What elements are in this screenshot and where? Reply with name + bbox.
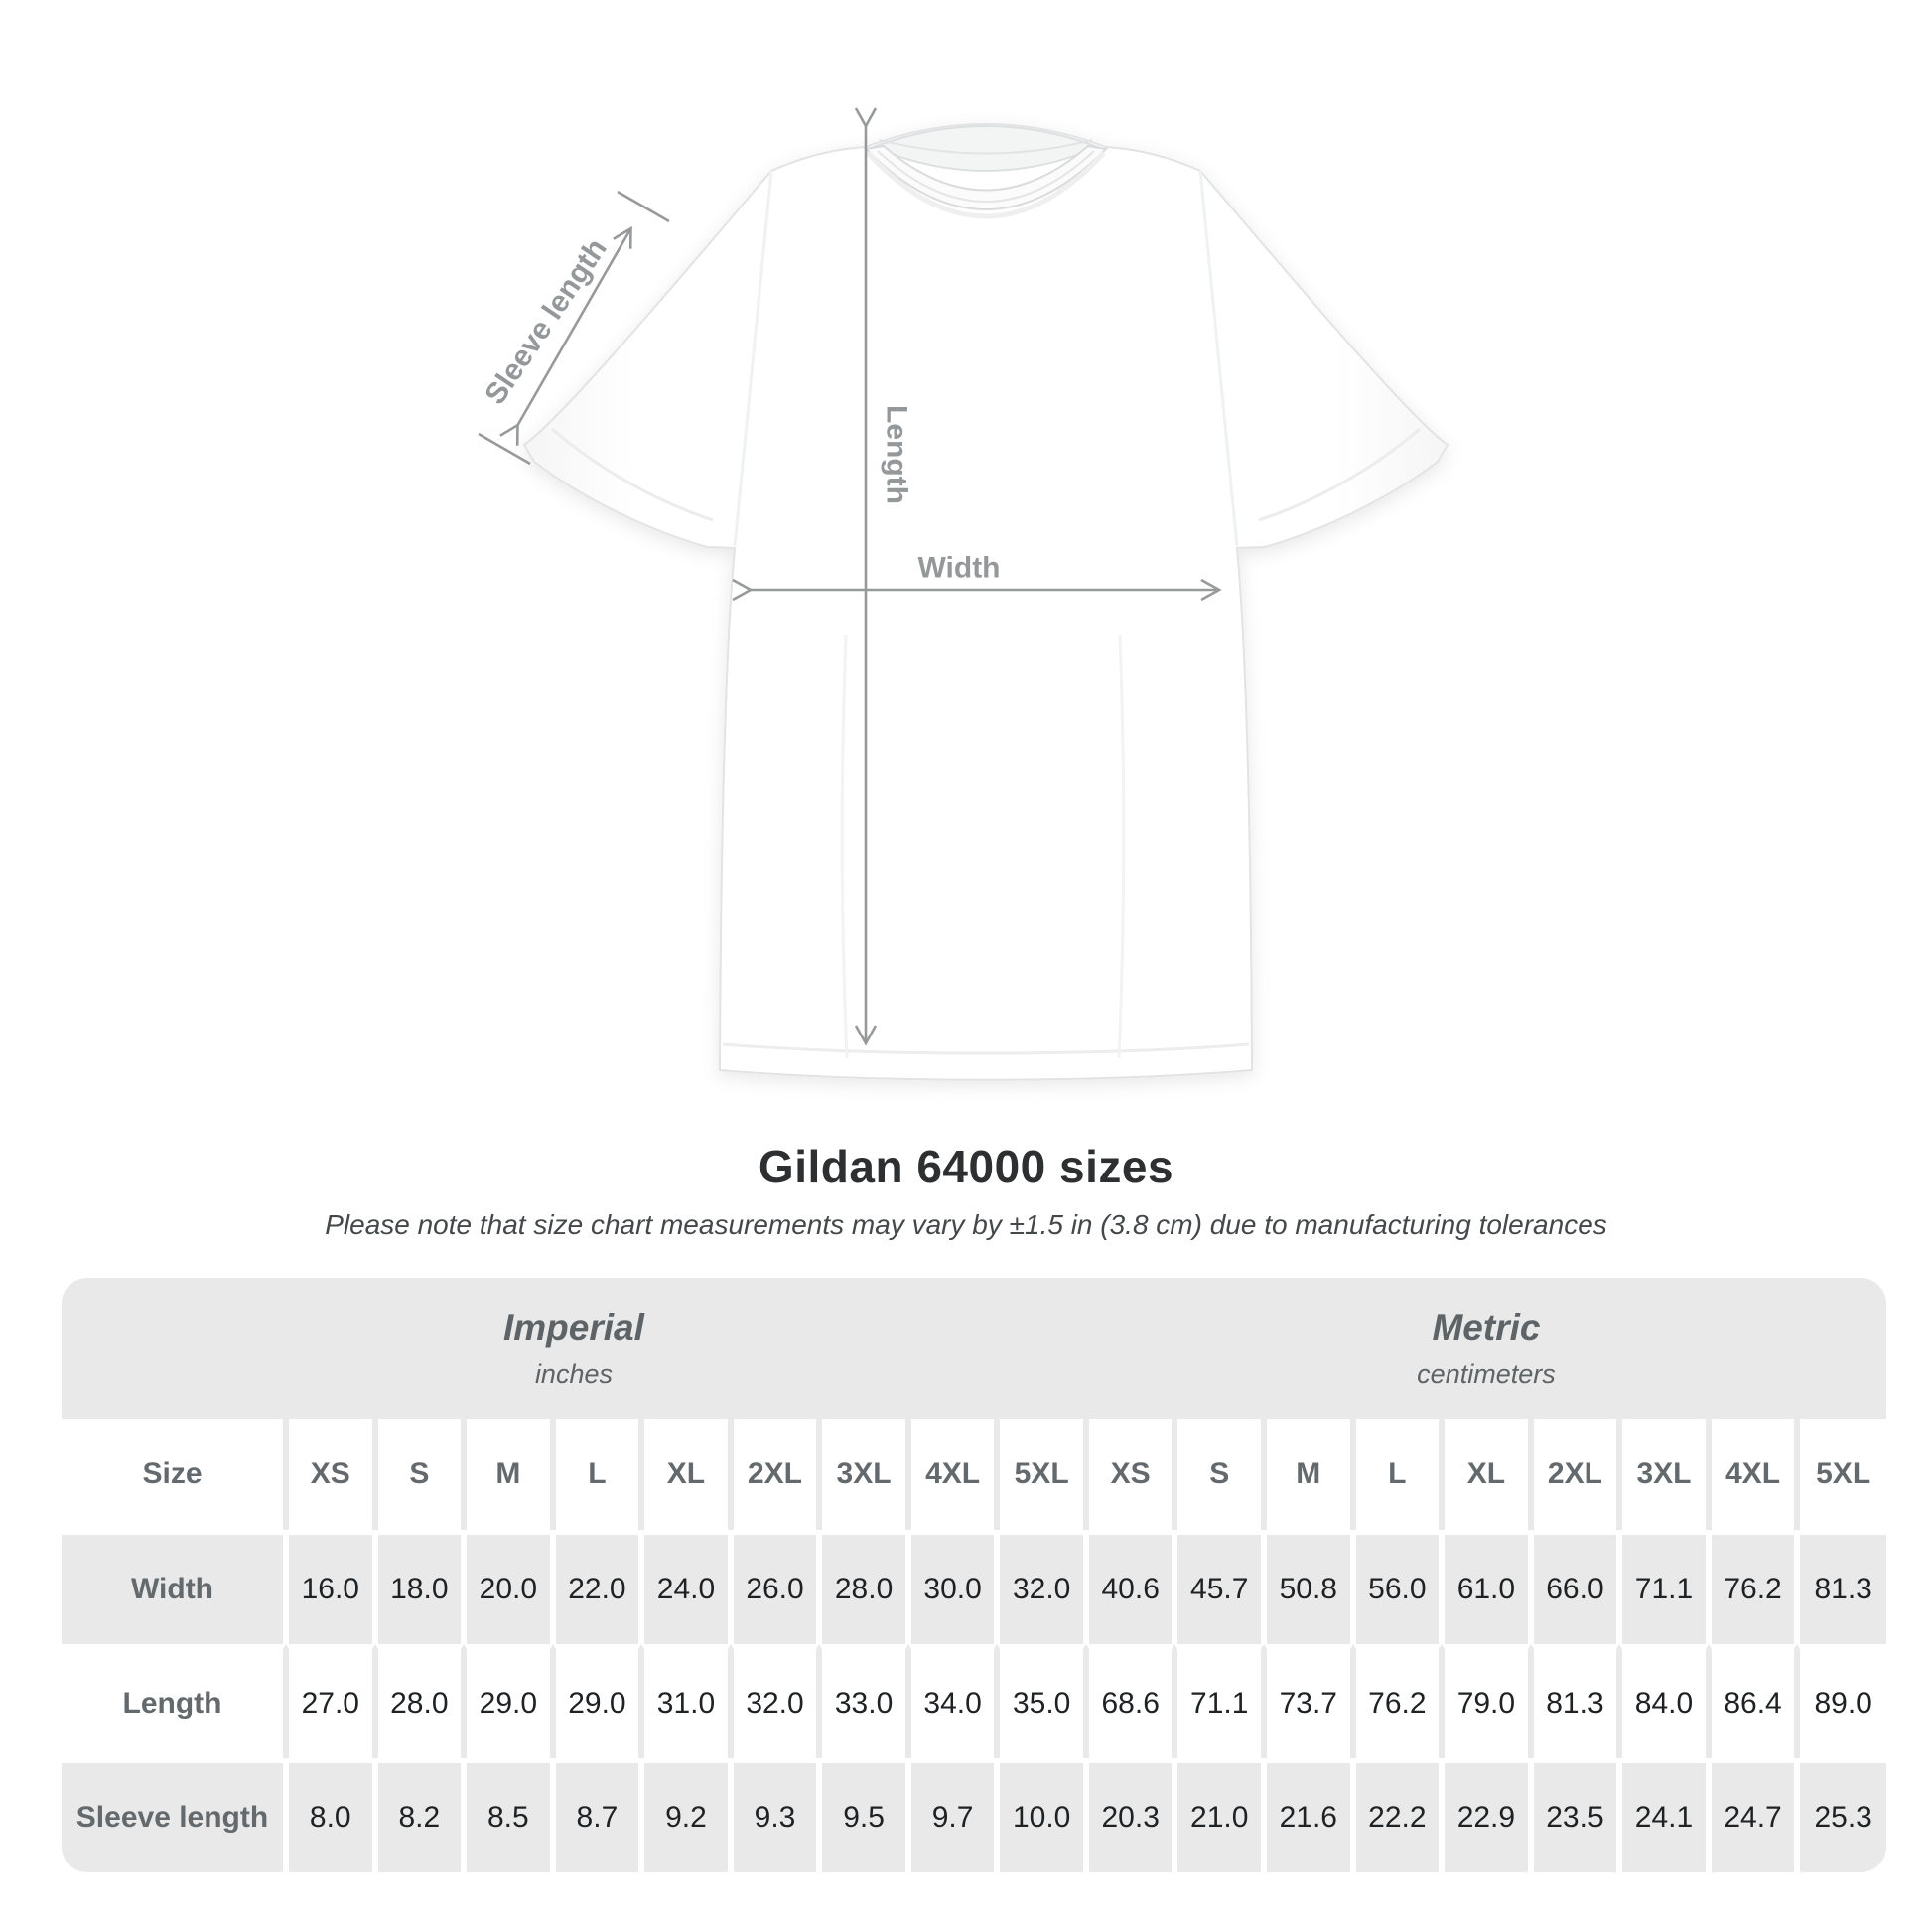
size-header: S	[1174, 1419, 1265, 1530]
value-cell: 71.1	[1619, 1530, 1709, 1644]
value-cell: 79.0	[1442, 1644, 1531, 1758]
value-cell: 76.2	[1708, 1530, 1798, 1644]
value-cell: 24.0	[641, 1530, 731, 1644]
size-header: M	[1264, 1419, 1353, 1530]
value-cell: 27.0	[286, 1644, 375, 1758]
value-cell: 24.1	[1619, 1758, 1709, 1872]
value-cell: 32.0	[730, 1644, 820, 1758]
sleeve-length-arrow	[478, 190, 670, 466]
value-cell: 30.0	[907, 1530, 998, 1644]
size-header: L	[552, 1419, 642, 1530]
table-row: Length 27.0 28.0 29.0 29.0 31.0 32.0 33.0 34.0 35…	[62, 1644, 1886, 1758]
unit-group-name: Metric	[1432, 1307, 1541, 1348]
size-table: Imperial inches Metric centimeters Size XS S M L…	[62, 1278, 1886, 1872]
imperial-header-cell: Imperial inches	[62, 1278, 1086, 1419]
value-cell: 21.0	[1174, 1758, 1265, 1872]
value-cell: 8.2	[374, 1758, 465, 1872]
length-label: Length	[881, 405, 913, 504]
value-cell: 8.7	[552, 1758, 642, 1872]
value-cell: 29.0	[552, 1644, 642, 1758]
size-header: 4XL	[907, 1419, 998, 1530]
size-header: 2XL	[1530, 1419, 1620, 1530]
value-cell: 34.0	[907, 1644, 998, 1758]
value-cell: 61.0	[1442, 1530, 1531, 1644]
value-cell: 22.9	[1442, 1758, 1531, 1872]
value-cell: 81.3	[1797, 1530, 1886, 1644]
value-cell: 31.0	[641, 1644, 731, 1758]
shirt-measurement-figure: Sleeve length Length Width	[478, 107, 1449, 1081]
value-cell: 8.5	[464, 1758, 553, 1872]
value-cell: 20.3	[1085, 1758, 1175, 1872]
value-cell: 32.0	[997, 1530, 1086, 1644]
size-header: XL	[1442, 1419, 1531, 1530]
size-header: 4XL	[1708, 1419, 1798, 1530]
size-header: 3XL	[819, 1419, 908, 1530]
value-cell: 25.3	[1797, 1758, 1886, 1872]
value-cell: 10.0	[997, 1758, 1086, 1872]
unit-group-unit: inches	[534, 1358, 613, 1389]
tolerance-note: Please note that size chart measurements…	[325, 1209, 1607, 1240]
value-cell: 40.6	[1085, 1530, 1175, 1644]
value-cell: 89.0	[1797, 1644, 1886, 1758]
value-cell: 29.0	[464, 1644, 553, 1758]
value-cell: 71.1	[1174, 1644, 1265, 1758]
row-label: Width	[62, 1530, 286, 1644]
value-cell: 9.7	[907, 1758, 998, 1872]
value-cell: 8.0	[286, 1758, 375, 1872]
value-cell: 20.0	[464, 1530, 553, 1644]
size-chart-table: Imperial inches Metric centimeters Size XS S M L…	[62, 1278, 1886, 1872]
row-label: Sleeve length	[62, 1758, 286, 1872]
table-row: Width 16.0 18.0 20.0 22.0 24.0 26.0 28.0 30.0 32.…	[62, 1530, 1886, 1644]
size-header: XS	[286, 1419, 375, 1530]
value-cell: 28.0	[374, 1644, 465, 1758]
value-cell: 66.0	[1530, 1530, 1620, 1644]
size-header: XS	[1085, 1419, 1175, 1530]
value-cell: 33.0	[819, 1644, 908, 1758]
tshirt-graphic	[522, 123, 1449, 1081]
value-cell: 76.2	[1352, 1644, 1443, 1758]
unit-group-unit: centimeters	[1417, 1358, 1556, 1389]
value-cell: 73.7	[1264, 1644, 1353, 1758]
size-header: XL	[641, 1419, 731, 1530]
value-cell: 23.5	[1530, 1758, 1620, 1872]
value-cell: 22.2	[1352, 1758, 1443, 1872]
value-cell: 22.0	[552, 1530, 642, 1644]
size-header: 2XL	[730, 1419, 820, 1530]
value-cell: 86.4	[1708, 1644, 1798, 1758]
size-header: L	[1352, 1419, 1443, 1530]
size-header: M	[464, 1419, 553, 1530]
value-cell: 26.0	[730, 1530, 820, 1644]
chart-heading: Gildan 64000 sizes Please note that size…	[0, 1140, 1932, 1241]
value-cell: 45.7	[1174, 1530, 1265, 1644]
value-cell: 18.0	[374, 1530, 465, 1644]
value-cell: 24.7	[1708, 1758, 1798, 1872]
value-cell: 9.3	[730, 1758, 820, 1872]
page-title: Gildan 64000 sizes	[758, 1141, 1174, 1192]
value-cell: 16.0	[286, 1530, 375, 1644]
size-header: 5XL	[1797, 1419, 1886, 1530]
size-header: 5XL	[997, 1419, 1086, 1530]
size-header: 3XL	[1619, 1419, 1709, 1530]
row-label: Length	[62, 1644, 286, 1758]
value-cell: 84.0	[1619, 1644, 1709, 1758]
width-label: Width	[917, 552, 1000, 585]
metric-header-cell: Metric centimeters	[1085, 1278, 1886, 1419]
table-row: Sleeve length 8.0 8.2 8.5 8.7 9.2 9.3 9.5 9.7 10.…	[62, 1758, 1886, 1872]
unit-group-name: Imperial	[503, 1307, 644, 1348]
value-cell: 68.6	[1085, 1644, 1175, 1758]
value-cell: 9.2	[641, 1758, 731, 1872]
value-cell: 56.0	[1352, 1530, 1443, 1644]
value-cell: 9.5	[819, 1758, 908, 1872]
value-cell: 28.0	[819, 1530, 908, 1644]
value-cell: 35.0	[997, 1644, 1086, 1758]
size-header: S	[374, 1419, 465, 1530]
measurement-annotations	[478, 107, 1222, 1046]
size-corner-label: Size	[62, 1419, 286, 1530]
value-cell: 21.6	[1264, 1758, 1353, 1872]
value-cell: 50.8	[1264, 1530, 1353, 1644]
value-cell: 81.3	[1530, 1644, 1620, 1758]
